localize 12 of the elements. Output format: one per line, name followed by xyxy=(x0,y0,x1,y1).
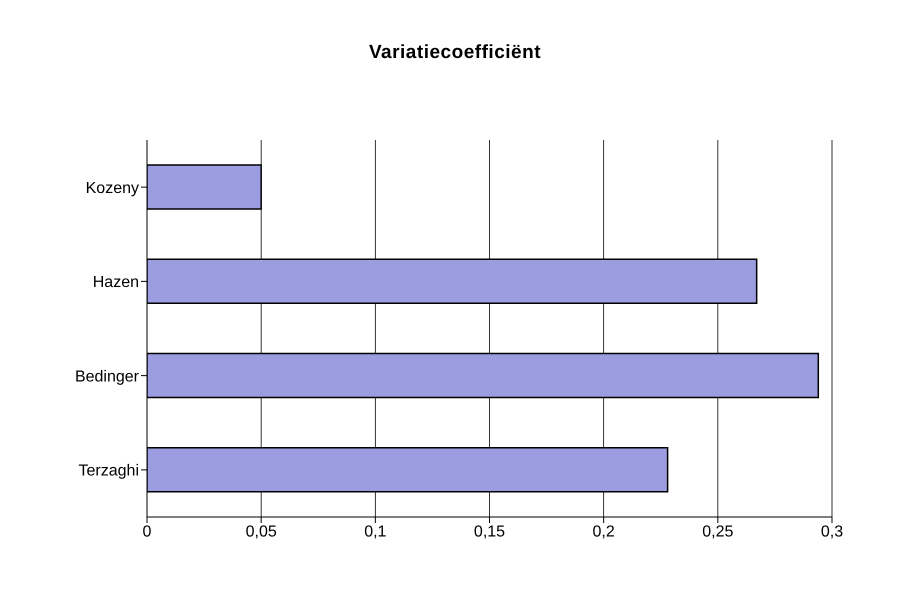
x-tick-label: 0,2 xyxy=(592,523,615,540)
x-tick-label: 0 xyxy=(142,523,152,540)
x-tick-label: 0,25 xyxy=(702,523,734,540)
y-tick-label: Hazen xyxy=(92,274,139,292)
y-tick-label: Bedinger xyxy=(74,368,140,386)
x-tick-label: 0,15 xyxy=(474,523,506,540)
x-tick-label: 0,3 xyxy=(820,523,844,540)
x-tick-label: 0,05 xyxy=(246,523,277,540)
y-tick-label: Terzaghi xyxy=(78,462,139,480)
x-tick-label: 0,1 xyxy=(364,523,387,540)
chart-title: Variatiecoefficiënt xyxy=(368,42,542,64)
y-tick-label: Kozeny xyxy=(86,180,139,197)
